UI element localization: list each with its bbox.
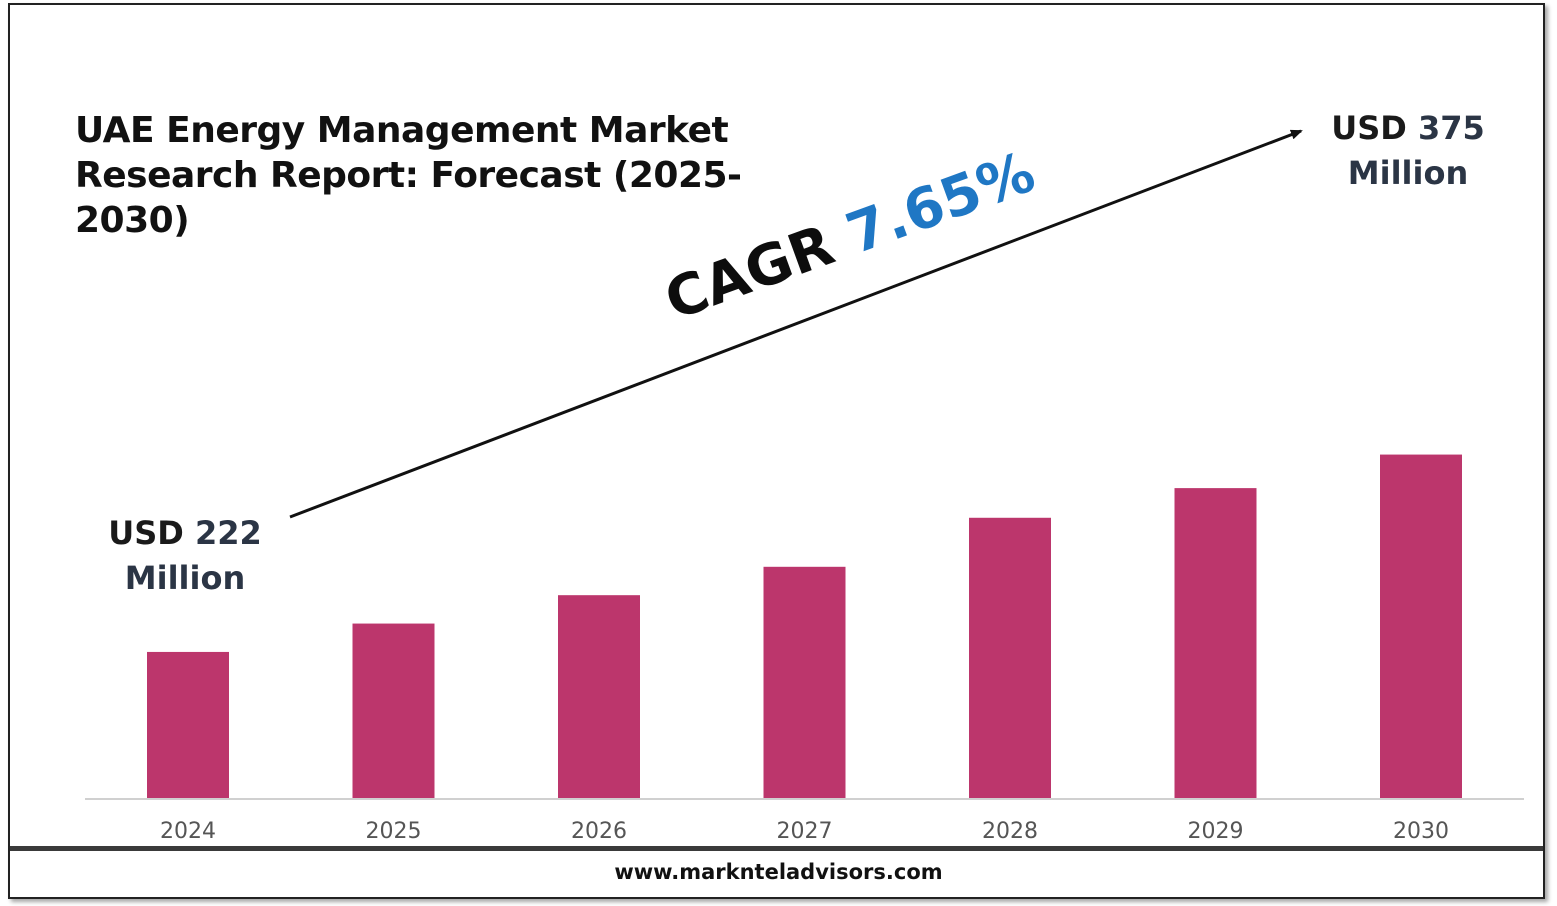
bar-2024 [147, 651, 229, 799]
x-tick-label-2027: 2027 [777, 819, 833, 844]
end-value-label: USD 375 Million [1318, 106, 1498, 196]
end-value-unit: Million [1347, 154, 1469, 192]
footer-url: www.marknteladvisors.com [614, 860, 943, 884]
bar-2029 [1174, 488, 1257, 799]
bar-2030 [1380, 454, 1462, 799]
end-value-number: 375 [1417, 109, 1485, 147]
x-tick-label-2026: 2026 [571, 819, 627, 844]
x-tick-label-2030: 2030 [1393, 819, 1449, 844]
x-tick-label-2028: 2028 [982, 819, 1038, 844]
end-value-prefix: USD [1331, 109, 1407, 147]
bar-2027 [763, 566, 846, 799]
x-tick-label-2024: 2024 [160, 819, 216, 844]
bar-2026 [558, 595, 640, 799]
start-value-unit: Million [124, 559, 246, 597]
chart-title: UAE Energy Management Market Research Re… [75, 110, 742, 241]
bar-2025 [352, 623, 435, 799]
start-value-label: USD 222 Million [95, 511, 275, 601]
start-value-number: 222 [194, 514, 262, 552]
bar-2028 [969, 517, 1051, 799]
bars-layer [147, 454, 1462, 799]
x-tick-label-2025: 2025 [366, 819, 422, 844]
footer-divider [10, 846, 1543, 851]
x-axis-tick-labels: 2024 2025 2026 2027 2028 2029 2030 [160, 819, 1449, 844]
start-value-prefix: USD [108, 514, 184, 552]
x-tick-label-2029: 2029 [1188, 819, 1244, 844]
cagr-arrow [289, 129, 1303, 519]
